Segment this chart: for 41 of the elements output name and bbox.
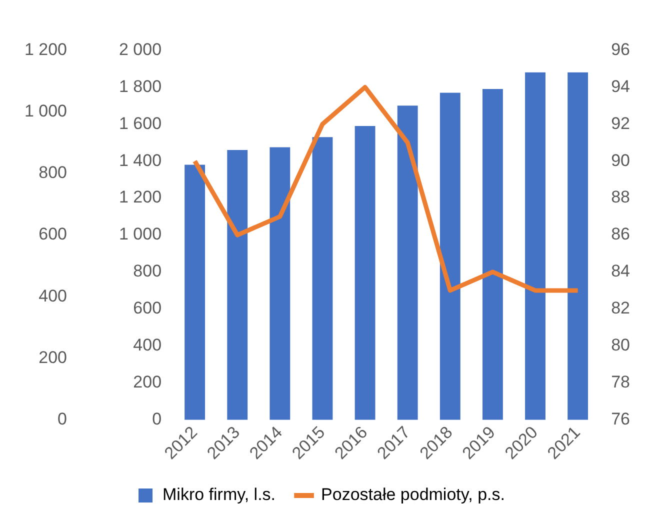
y2-tick-label: 88 xyxy=(611,188,630,207)
bar xyxy=(354,126,376,420)
bar xyxy=(568,72,588,420)
y2-tick-label: 80 xyxy=(611,336,630,355)
bar xyxy=(525,72,546,420)
y3-tick-label: 200 xyxy=(38,348,67,367)
y-tick-label: 1 200 xyxy=(118,188,162,207)
y3-tick-label: 1 200 xyxy=(24,40,67,59)
legend-label: Pozostałe podmioty, p.s. xyxy=(321,485,505,504)
y3-tick-label: 600 xyxy=(38,224,67,244)
y-tick-label: 0 xyxy=(152,410,162,429)
y3-tick-label: 0 xyxy=(58,410,67,429)
y2-tick-label: 82 xyxy=(611,298,630,318)
bar xyxy=(184,164,206,420)
y-tick-label: 1 800 xyxy=(118,76,162,96)
y2-tick-label: 86 xyxy=(611,224,630,244)
y-tick-label: 1 600 xyxy=(118,114,162,133)
y-tick-label: 1 400 xyxy=(118,150,162,170)
y2-tick-label: 76 xyxy=(611,410,630,429)
y-tick-label: 200 xyxy=(133,372,162,392)
legend-label: Mikro firmy, l.s. xyxy=(162,485,276,504)
y2-tick-label: 94 xyxy=(611,76,630,96)
y2-tick-label: 96 xyxy=(611,40,630,59)
y-tick-label: 2 000 xyxy=(118,40,162,59)
bar xyxy=(312,137,333,420)
y3-tick-label: 800 xyxy=(38,163,67,182)
bar xyxy=(227,150,248,420)
bar xyxy=(270,147,290,420)
y-tick-label: 400 xyxy=(133,336,162,355)
y-tick-label: 800 xyxy=(133,262,162,281)
y-tick-label: 1 000 xyxy=(118,224,162,244)
y2-tick-label: 84 xyxy=(611,262,630,281)
bar xyxy=(440,92,460,420)
y2-tick-label: 78 xyxy=(611,372,630,392)
y2-tick-label: 90 xyxy=(611,150,630,170)
y3-tick-label: 400 xyxy=(38,286,67,306)
y3-tick-label: 1 000 xyxy=(24,101,67,120)
y2-tick-label: 92 xyxy=(611,114,630,133)
bar xyxy=(397,106,418,420)
y-tick-label: 600 xyxy=(133,298,162,318)
bar xyxy=(482,89,503,420)
